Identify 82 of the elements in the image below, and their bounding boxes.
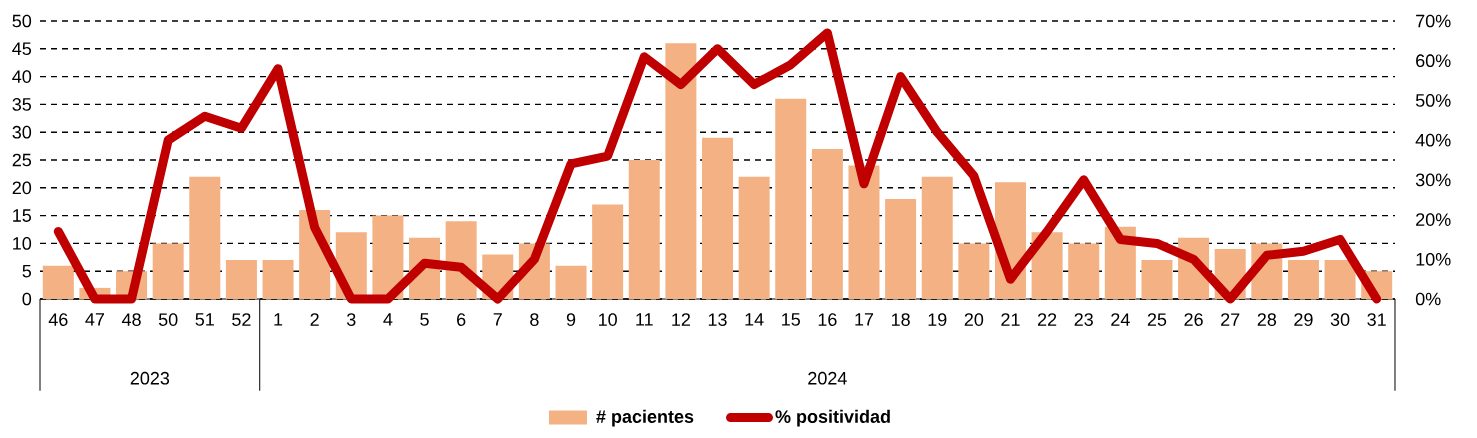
x-tick-label: 17: [855, 313, 874, 326]
y2-tick-label: 70%: [1416, 14, 1451, 28]
legend-label: # pacientes: [596, 409, 694, 427]
bar: [958, 243, 990, 299]
x-tick-label: 9: [566, 313, 576, 326]
y2-tick-label: 30%: [1415, 173, 1451, 187]
y2-tick-label: 50%: [1415, 94, 1451, 107]
bar: [921, 176, 953, 299]
x-tick-label: 13: [708, 313, 727, 326]
x-tick-label: 50: [158, 313, 178, 326]
x-tick-label: 22: [1037, 313, 1057, 326]
x-tick-label: 4: [383, 313, 393, 326]
y2-tick-label: 20%: [1416, 213, 1451, 226]
legend-label: % positividad: [775, 409, 890, 427]
x-tick-label: 27: [1221, 313, 1240, 326]
x-tick-label: 8: [530, 313, 539, 326]
x-tick-label: 51: [195, 313, 214, 326]
bar: [628, 160, 660, 299]
y-tick-label: 5: [22, 264, 32, 278]
bar: [738, 176, 770, 299]
y2-tick-label: 0%: [1415, 292, 1441, 306]
y-tick-label: 20: [12, 181, 32, 195]
bar: [225, 260, 257, 299]
y-tick-label: 50: [12, 14, 32, 28]
bar: [702, 137, 733, 299]
y2-tick-label: 40%: [1415, 133, 1451, 147]
x-tick-label: 15: [782, 313, 800, 326]
y-tick-label: 10: [13, 237, 32, 250]
x-tick-label: 1: [274, 313, 283, 326]
bar: [189, 176, 221, 299]
x-tick-label: 26: [1184, 313, 1203, 326]
x-tick-label: 29: [1294, 313, 1313, 326]
x-tick-label: 25: [1147, 313, 1167, 326]
bar: [665, 43, 697, 299]
bar: [848, 165, 880, 299]
x-tick-label: 47: [85, 313, 105, 326]
x-tick-label: 52: [232, 313, 251, 326]
y-tick-label: 35: [12, 98, 32, 111]
y-tick-label: 45: [12, 42, 32, 56]
x-tick-label: 18: [891, 313, 910, 326]
x-tick-label: 31: [1367, 313, 1386, 326]
bar: [152, 243, 184, 299]
x-tick-label: 3: [346, 313, 356, 326]
x-tick-label: 6: [457, 313, 466, 326]
y-tick-label: 0: [22, 292, 32, 306]
x-tick-label: 23: [1074, 313, 1093, 326]
bar: [372, 215, 404, 299]
x-tick-label: 21: [1001, 313, 1020, 326]
y-tick-label: 15: [13, 209, 32, 222]
x-tick-label: 30: [1330, 313, 1350, 326]
text: 2024: [808, 371, 847, 385]
x-tick-label: 46: [48, 313, 68, 326]
x-tick-label: 19: [928, 313, 947, 326]
x-tick-label: 7: [493, 313, 502, 326]
x-tick-label: 11: [636, 313, 653, 326]
bar: [1068, 243, 1100, 299]
bar: [262, 260, 294, 299]
bar: [1324, 260, 1356, 299]
x-tick-label: 28: [1257, 313, 1277, 326]
x-tick-label: 2: [310, 313, 319, 326]
x-tick-label: 48: [121, 313, 141, 326]
text: 2023: [130, 371, 170, 385]
bar: [775, 98, 807, 299]
x-tick-label: 12: [672, 313, 690, 326]
x-tick-label: 20: [964, 313, 984, 326]
bar: [555, 265, 587, 299]
y2-tick-label: 10%: [1416, 252, 1451, 266]
bar: [885, 198, 917, 299]
bar: [1287, 260, 1319, 299]
y-tick-label: 30: [12, 125, 32, 139]
bar: [1141, 260, 1173, 299]
y-tick-label: 40: [12, 70, 32, 83]
y-tick-label: 25: [12, 153, 32, 167]
y2-tick-label: 60%: [1416, 54, 1451, 68]
x-tick-label: 14: [745, 313, 764, 326]
x-tick-label: 24: [1111, 313, 1130, 326]
x-tick-label: 5: [420, 313, 429, 326]
x-tick-label: 16: [818, 313, 837, 326]
bar: [42, 265, 74, 299]
bar: [592, 204, 624, 299]
bar: [811, 148, 843, 299]
x-tick-label: 10: [599, 313, 617, 326]
